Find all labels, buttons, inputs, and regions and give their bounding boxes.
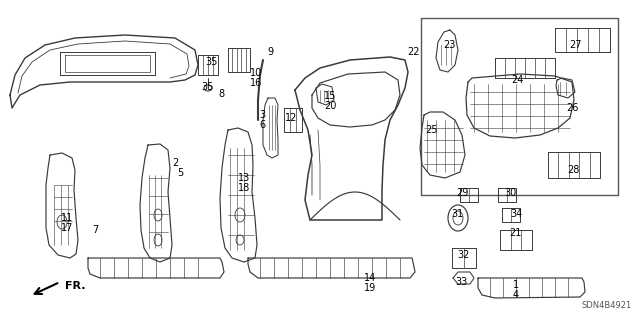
Text: 22: 22	[407, 47, 419, 57]
Text: 11: 11	[61, 213, 73, 223]
Text: 34: 34	[510, 209, 522, 219]
Text: 5: 5	[177, 168, 183, 178]
Text: 33: 33	[455, 277, 467, 287]
Text: 25: 25	[425, 125, 437, 135]
Text: 3: 3	[259, 110, 265, 120]
Text: 35: 35	[206, 57, 218, 67]
Text: 23: 23	[443, 40, 455, 50]
Text: 9: 9	[267, 47, 273, 57]
Text: 8: 8	[218, 89, 224, 99]
Text: 7: 7	[92, 225, 98, 235]
Text: 21: 21	[509, 228, 521, 238]
Text: 16: 16	[250, 78, 262, 88]
Text: 4: 4	[513, 290, 519, 300]
Text: 35: 35	[201, 82, 213, 92]
Text: 17: 17	[61, 223, 73, 233]
Text: 30: 30	[504, 188, 516, 198]
Text: 32: 32	[458, 250, 470, 260]
Text: FR.: FR.	[65, 281, 86, 291]
Text: 31: 31	[451, 209, 463, 219]
Text: 6: 6	[259, 120, 265, 130]
Text: 27: 27	[569, 40, 581, 50]
Text: 2: 2	[172, 158, 178, 168]
Text: 19: 19	[364, 283, 376, 293]
Text: 15: 15	[324, 91, 336, 101]
Text: 28: 28	[567, 165, 579, 175]
Text: 13: 13	[238, 173, 250, 183]
Text: SDN4B4921: SDN4B4921	[582, 301, 632, 310]
Text: 24: 24	[511, 75, 523, 85]
Text: 29: 29	[456, 188, 468, 198]
Text: 26: 26	[566, 103, 578, 113]
Text: 20: 20	[324, 101, 336, 111]
Text: 12: 12	[285, 113, 297, 123]
Text: 14: 14	[364, 273, 376, 283]
Text: 1: 1	[513, 280, 519, 290]
Text: 18: 18	[238, 183, 250, 193]
Text: 10: 10	[250, 68, 262, 78]
